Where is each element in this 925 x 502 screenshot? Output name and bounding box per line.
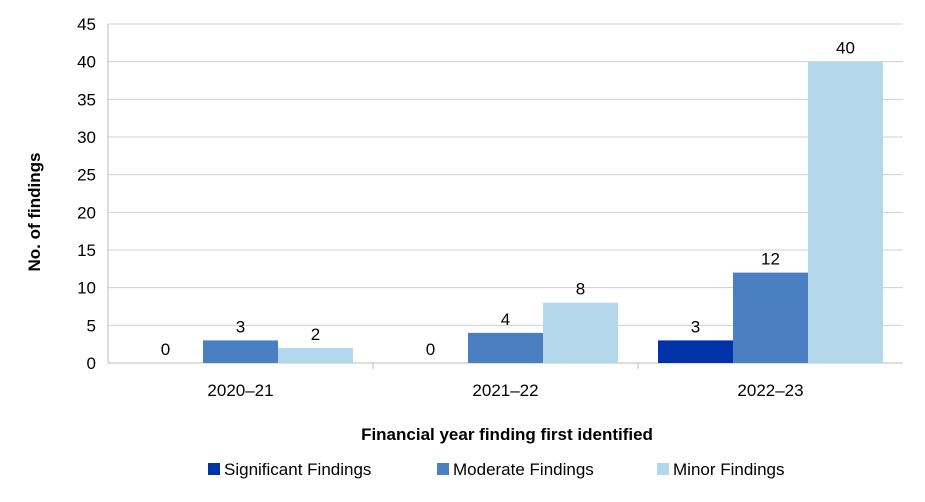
- y-tick-label: 40: [77, 53, 96, 72]
- bar: [808, 61, 883, 364]
- legend-label: Significant Findings: [224, 460, 371, 479]
- y-tick-label: 30: [77, 128, 96, 147]
- legend-swatch: [437, 463, 449, 475]
- data-label: 4: [501, 310, 510, 329]
- y-axis-ticks: 0 5 10 15 20 25 30 35 40 45: [77, 15, 96, 373]
- x-tick-label: 2022–23: [737, 381, 803, 400]
- bar: [468, 332, 543, 363]
- x-tick-label: 2020–21: [207, 381, 273, 400]
- y-tick-label: 15: [77, 241, 96, 260]
- data-labels: 0 3 2 0 4 8 3 12 40: [161, 39, 855, 359]
- y-tick-label: 0: [87, 354, 96, 373]
- y-tick-label: 35: [77, 90, 96, 109]
- data-label: 40: [836, 39, 855, 58]
- bar: [278, 347, 353, 363]
- x-axis-ticks: 2020–21 2021–22 2022–23: [207, 381, 803, 400]
- x-axis-title: Financial year finding first identified: [361, 425, 653, 444]
- legend: Significant Findings Moderate Findings Min…: [208, 460, 785, 479]
- data-label: 8: [576, 280, 585, 299]
- legend-label: Moderate Findings: [453, 460, 594, 479]
- data-label: 0: [426, 340, 435, 359]
- data-label: 3: [236, 317, 245, 336]
- x-tick-label: 2021–22: [472, 381, 538, 400]
- y-tick-label: 45: [77, 15, 96, 34]
- bars: [203, 61, 883, 364]
- data-label: 0: [161, 340, 170, 359]
- bar: [203, 340, 278, 363]
- legend-label: Minor Findings: [673, 460, 785, 479]
- y-tick-label: 10: [77, 279, 96, 298]
- data-label: 12: [761, 250, 780, 269]
- y-tick-label: 5: [87, 316, 96, 335]
- y-tick-label: 25: [77, 166, 96, 185]
- y-axis-title: No. of findings: [25, 153, 44, 272]
- bar: [543, 302, 618, 363]
- bar: [658, 340, 733, 363]
- data-label: 2: [311, 325, 320, 344]
- legend-swatch: [657, 463, 669, 475]
- bar: [733, 272, 808, 363]
- y-tick-label: 20: [77, 203, 96, 222]
- legend-swatch: [208, 463, 220, 475]
- data-label: 3: [691, 317, 700, 336]
